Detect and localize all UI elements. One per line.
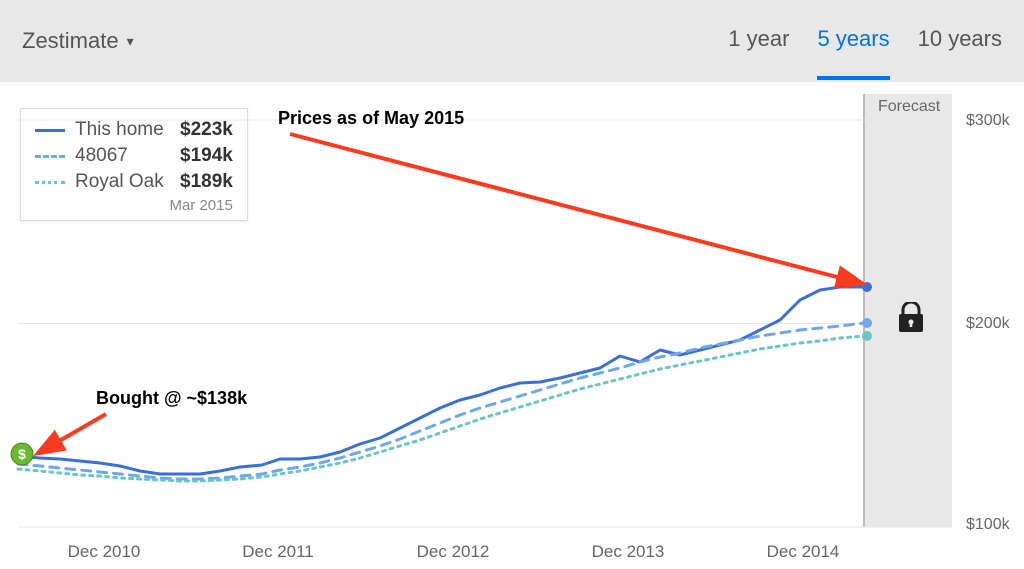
annotation-prices-asof: Prices as of May 2015	[278, 108, 464, 129]
chart-canvas: $	[0, 0, 1024, 569]
yaxis-tick-100k: $100k	[966, 516, 1010, 534]
xaxis-tick: Dec 2013	[592, 542, 665, 562]
xaxis-tick: Dec 2010	[68, 542, 141, 562]
svg-text:$: $	[18, 446, 26, 462]
xaxis-tick: Dec 2014	[767, 542, 840, 562]
yaxis-tick-300k: $300k	[966, 112, 1010, 130]
forecast-label: Forecast	[878, 98, 940, 116]
xaxis-tick: Dec 2012	[417, 542, 490, 562]
xaxis-tick: Dec 2011	[242, 542, 314, 562]
yaxis-tick-200k: $200k	[966, 315, 1010, 333]
annotation-bought: Bought @ ~$138k	[96, 388, 247, 409]
zestimate-chart-widget: Zestimate ▾ 1 year 5 years 10 years This…	[0, 0, 1024, 569]
lock-icon	[897, 302, 925, 339]
